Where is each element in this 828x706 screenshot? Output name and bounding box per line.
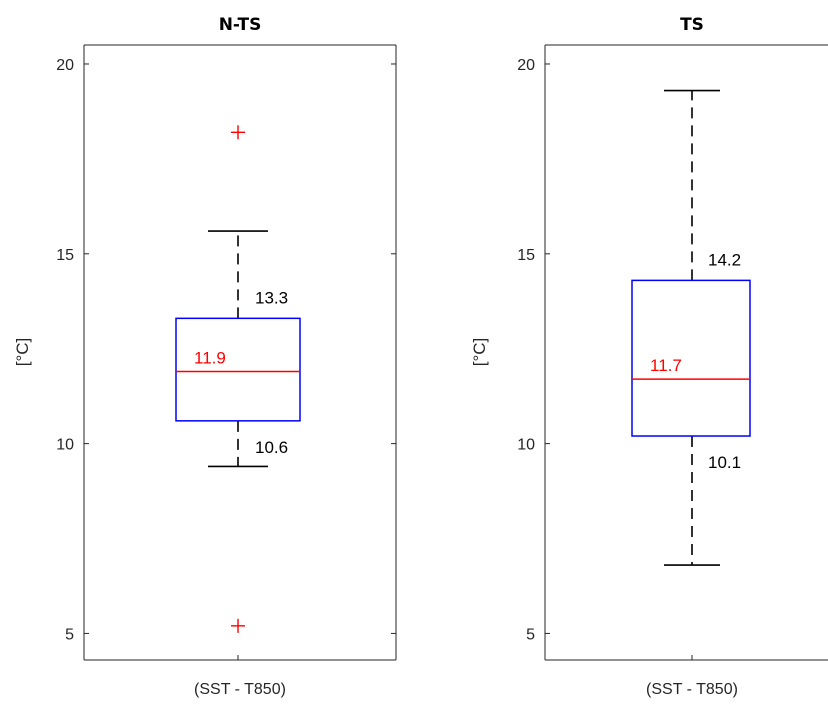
y-tick-label: 10 bbox=[517, 437, 535, 454]
median-value-label: 11.9 bbox=[194, 348, 226, 367]
iqr-box bbox=[175, 317, 301, 422]
outlier-marker bbox=[231, 618, 245, 633]
q3-value-label: 14.2 bbox=[708, 250, 741, 269]
y-tick-label: 20 bbox=[517, 57, 535, 74]
q1-value-label: 10.6 bbox=[255, 438, 288, 457]
y-tick-label: 10 bbox=[56, 437, 74, 454]
y-tick-label: 15 bbox=[56, 247, 74, 264]
y-tick-label: 5 bbox=[526, 626, 535, 643]
x-category-label: (SST - T850) bbox=[646, 681, 738, 698]
chart-title: TS bbox=[680, 15, 704, 35]
median-value-label: 11.7 bbox=[650, 356, 682, 375]
q3-value-label: 13.3 bbox=[255, 288, 288, 307]
y-axis-label: [°C] bbox=[13, 338, 32, 367]
panel-ts: TS [°C] (SST - T850) 5 10 15 20 14.2 11.7 10.1 bbox=[470, 15, 828, 698]
outlier-marker bbox=[231, 125, 245, 140]
y-tick-label: 5 bbox=[65, 626, 74, 643]
y-axis-label: [°C] bbox=[470, 338, 489, 367]
panel-n-ts: N-TS [°C] (SST - T850) 5 10 15 20 13.3 11.9 10… bbox=[13, 15, 397, 698]
iqr-box bbox=[631, 279, 751, 437]
chart-title: N-TS bbox=[219, 15, 262, 35]
y-tick-label: 20 bbox=[56, 57, 74, 74]
q1-value-label: 10.1 bbox=[708, 453, 741, 472]
y-tick-label: 15 bbox=[517, 247, 535, 264]
x-category-label: (SST - T850) bbox=[194, 681, 286, 698]
